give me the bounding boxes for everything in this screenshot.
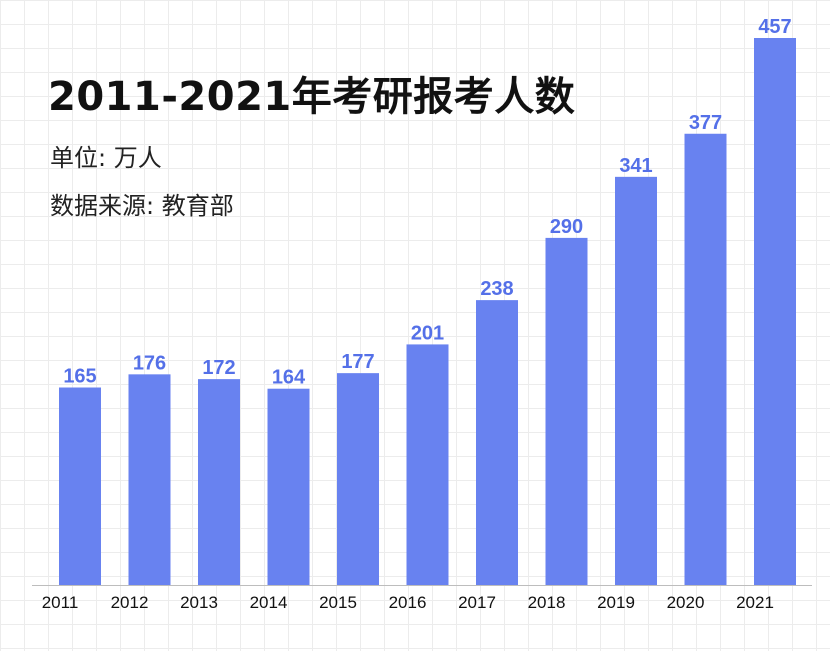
bar-2015 bbox=[337, 373, 379, 585]
value-label-2017: 238 bbox=[480, 278, 513, 300]
source-label: 数据来源: 教育部 bbox=[50, 192, 234, 220]
value-label-2015: 177 bbox=[341, 351, 374, 373]
bar-2020 bbox=[684, 133, 727, 585]
bar-2017 bbox=[476, 300, 518, 585]
value-label-2018: 290 bbox=[550, 216, 583, 238]
x-tick-label-2012: 2012 bbox=[111, 593, 149, 612]
bar-2019 bbox=[615, 176, 657, 585]
bar-2011 bbox=[59, 387, 101, 585]
value-label-2020: 377 bbox=[689, 112, 722, 134]
x-tick-label-2011: 2011 bbox=[42, 593, 79, 612]
x-tick-label-2015: 2015 bbox=[319, 593, 357, 612]
value-label-2021: 457 bbox=[758, 16, 791, 38]
bar-2021 bbox=[754, 38, 796, 585]
bar-2018 bbox=[545, 237, 588, 585]
x-tick-label-2020: 2020 bbox=[667, 593, 705, 612]
bar-2012 bbox=[128, 374, 171, 585]
bar-2014 bbox=[267, 388, 310, 585]
bar-2016 bbox=[406, 344, 449, 585]
x-tick-label-2019: 2019 bbox=[597, 593, 635, 612]
unit-label: 单位: 万人 bbox=[50, 144, 162, 172]
x-tick-label-2014: 2014 bbox=[250, 593, 288, 612]
chart-title: 2011-2021年考研报考人数 bbox=[48, 74, 576, 120]
x-tick-label-2021: 2021 bbox=[736, 593, 774, 612]
value-label-2014: 164 bbox=[272, 367, 306, 389]
value-label-2019: 341 bbox=[619, 155, 652, 177]
x-tick-label-2018: 2018 bbox=[528, 593, 566, 612]
x-tick-label-2016: 2016 bbox=[389, 593, 427, 612]
value-label-2011: 165 bbox=[63, 366, 96, 388]
bar-2013 bbox=[198, 379, 240, 585]
value-label-2016: 201 bbox=[411, 322, 444, 344]
value-label-2012: 176 bbox=[133, 352, 166, 374]
x-tick-label-2017: 2017 bbox=[458, 593, 496, 612]
x-tick-label-2013: 2013 bbox=[180, 593, 218, 612]
value-label-2013: 172 bbox=[202, 357, 235, 379]
